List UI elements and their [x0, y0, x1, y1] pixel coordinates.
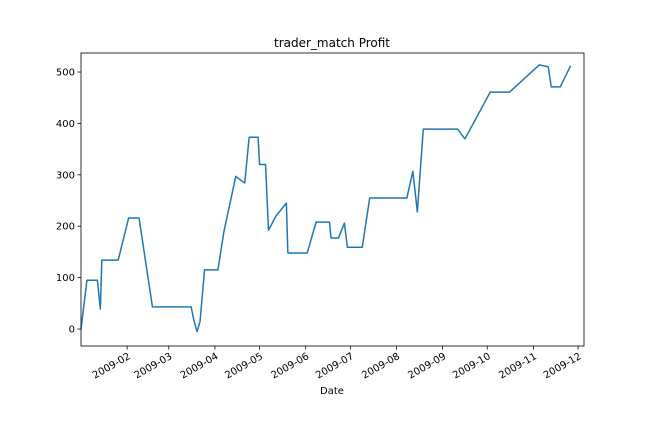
x-axis-label: Date — [320, 386, 344, 397]
y-tick-label: 200 — [56, 222, 75, 233]
x-tick-label: 2009-08 — [360, 351, 402, 381]
x-tick-label: 2009-07 — [314, 351, 356, 381]
y-tick-label: 500 — [56, 68, 75, 79]
x-tick-label: 2009-11 — [497, 351, 539, 381]
x-tick-label: 2009-09 — [406, 351, 448, 381]
x-tick-label: 2009-12 — [542, 351, 584, 381]
chart-title: trader_match Profit — [274, 36, 390, 50]
x-tick-label: 2009-06 — [270, 351, 312, 381]
y-tick-label: 0 — [69, 325, 75, 336]
y-tick-label: 100 — [56, 273, 75, 284]
y-tick-label: 300 — [56, 170, 75, 181]
x-tick-label: 2009-03 — [133, 351, 175, 381]
x-tick-label: 2009-02 — [91, 351, 133, 381]
x-tick-label: 2009-04 — [179, 351, 221, 381]
y-tick-label: 400 — [56, 119, 75, 130]
line-series — [80, 64, 572, 333]
plot-frame — [80, 52, 585, 347]
x-tick-label: 2009-10 — [451, 351, 493, 381]
x-tick-label: 2009-05 — [223, 351, 265, 381]
